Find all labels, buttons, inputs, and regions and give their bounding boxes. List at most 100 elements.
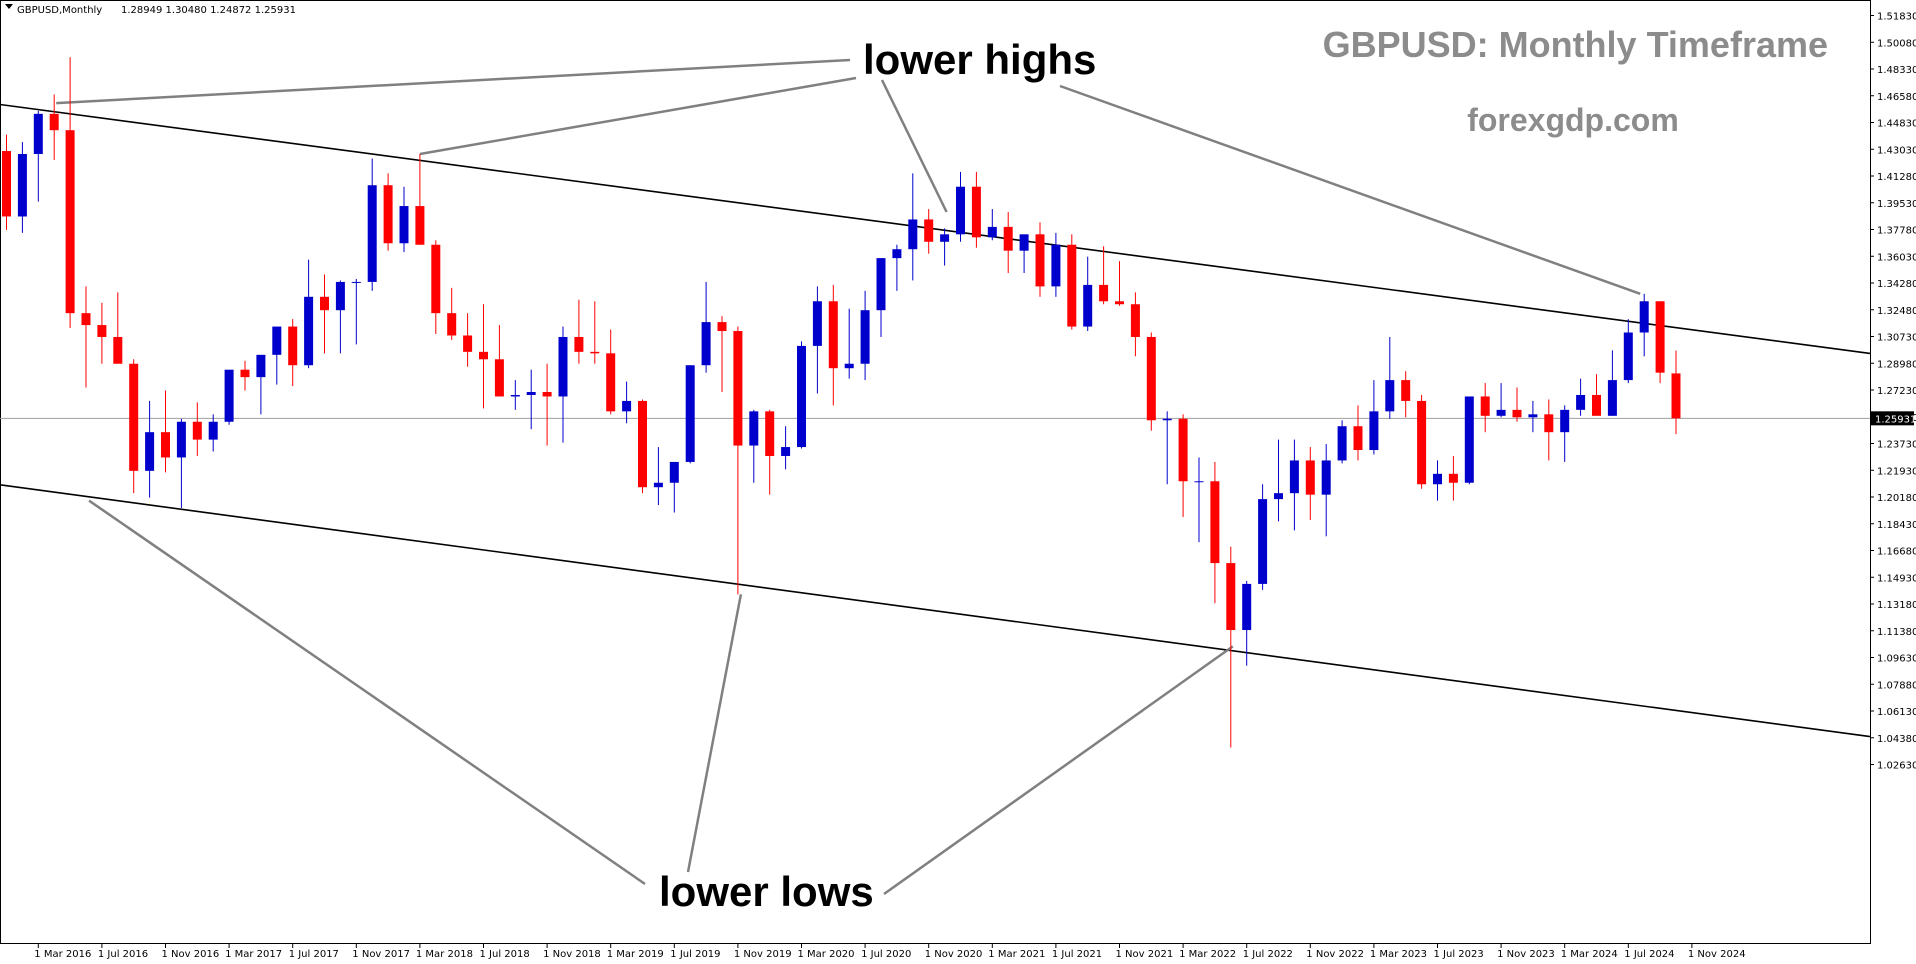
time-tick-label: 1 Nov 2018 [543,949,601,960]
candle [987,209,997,241]
time-tick-label: 1 Mar 2018 [416,949,473,960]
candle [1528,400,1538,433]
candle [335,280,345,354]
candle [797,341,806,449]
candle [1655,301,1665,384]
candle [908,173,918,281]
price-tick-label: 1.07880 [1877,680,1916,691]
candle-body [97,325,107,337]
candle [161,390,170,473]
price-axis[interactable]: 1.51830 1.50080 1.48330 1.46580 1.44830 1.430… [1870,0,1916,964]
time-tick-label: 1 Mar 2023 [1370,949,1427,960]
candle-body [335,281,345,311]
candle-body [367,185,377,282]
candle [590,301,600,364]
plot-area[interactable] [0,0,1871,944]
time-tick-label: 1 Mar 2024 [1561,949,1618,960]
time-tick-label: 1 Jul 2022 [1243,949,1293,960]
candle [1417,394,1427,489]
price-tick-label: 1.48330 [1877,65,1916,76]
time-tick-label: 1 Jul 2017 [289,949,339,960]
price-tick-label: 1.41280 [1877,172,1916,183]
candle-body [1289,460,1299,494]
candle [828,284,838,406]
candle [224,369,234,425]
time-tick-label: 1 Mar 2020 [798,949,855,960]
candle-body [176,421,186,458]
candle [1194,457,1204,543]
candle-body [1512,409,1522,418]
candle [272,326,282,385]
candle [1385,336,1395,419]
candle [812,286,822,394]
candle [2,134,11,230]
candle [33,110,43,202]
price-tick-label: 1.16680 [1877,547,1916,558]
candle-body [65,130,75,314]
candle-body [956,186,965,235]
candle [1051,232,1061,297]
candle-body [1051,244,1061,287]
candle [940,228,950,266]
candle [447,287,457,340]
candle [1592,374,1601,416]
candle [1607,350,1617,416]
candle [1003,212,1013,274]
candle-body [717,322,727,332]
candle-body [908,219,918,250]
candle [49,94,59,160]
candle-body [431,244,441,314]
candle-body [1464,396,1474,483]
price-tick-label: 1.27230 [1877,386,1916,397]
time-tick-label: 1 Nov 2016 [162,949,220,960]
time-tick-label: 1 Jul 2021 [1052,949,1102,960]
candle-body [240,369,250,378]
current-price-tag [1871,411,1914,426]
candle [1274,439,1283,522]
candle-body [701,322,711,366]
candle [1433,460,1442,501]
price-tick-label: 1.43030 [1877,145,1916,156]
candle-body [1417,400,1427,485]
watermark-site: forexgdp.com [1467,102,1679,138]
candle-body [1496,409,1506,416]
candle [65,57,75,329]
annotation-pointers-layer [56,58,1641,896]
candle-body [1115,301,1124,305]
time-axis[interactable]: 1 Mar 2016 1 Jul 2016 1 Nov 2016 1 Mar 2017… [0,943,1870,960]
candle-body [33,113,43,154]
candle [1480,383,1490,433]
candle-body [622,400,632,412]
price-tick-label: 1.28980 [1877,359,1916,370]
candle-body [510,394,520,397]
candle [1162,411,1172,485]
time-tick-label: 1 Mar 2021 [988,949,1045,960]
candle-body [81,313,91,326]
candle-body [1560,409,1570,433]
candle [622,381,632,424]
price-tick-label: 1.02630 [1877,761,1916,772]
candle-body [1083,284,1093,327]
price-tick-label: 1.04380 [1877,734,1916,745]
candle [669,461,679,513]
symbol-dropdown-icon[interactable] [5,4,13,9]
current-price-tag-label: 1.25931 [1875,414,1916,425]
candle-body [208,421,218,440]
candle [240,360,250,391]
candle [1226,546,1236,748]
annotation-lower-highs: lower highs [863,36,1096,83]
candle [1035,222,1045,297]
price-tick-label: 1.23730 [1877,440,1916,451]
price-tick-label: 1.32480 [1877,306,1916,317]
candle-body [1592,394,1601,416]
candle [876,258,886,337]
candle-body [383,185,393,244]
candle [892,244,902,291]
candle [479,304,488,409]
candle-body [304,296,314,366]
candle-body [1369,411,1379,451]
candle [192,402,202,456]
candle-body [1353,426,1363,451]
